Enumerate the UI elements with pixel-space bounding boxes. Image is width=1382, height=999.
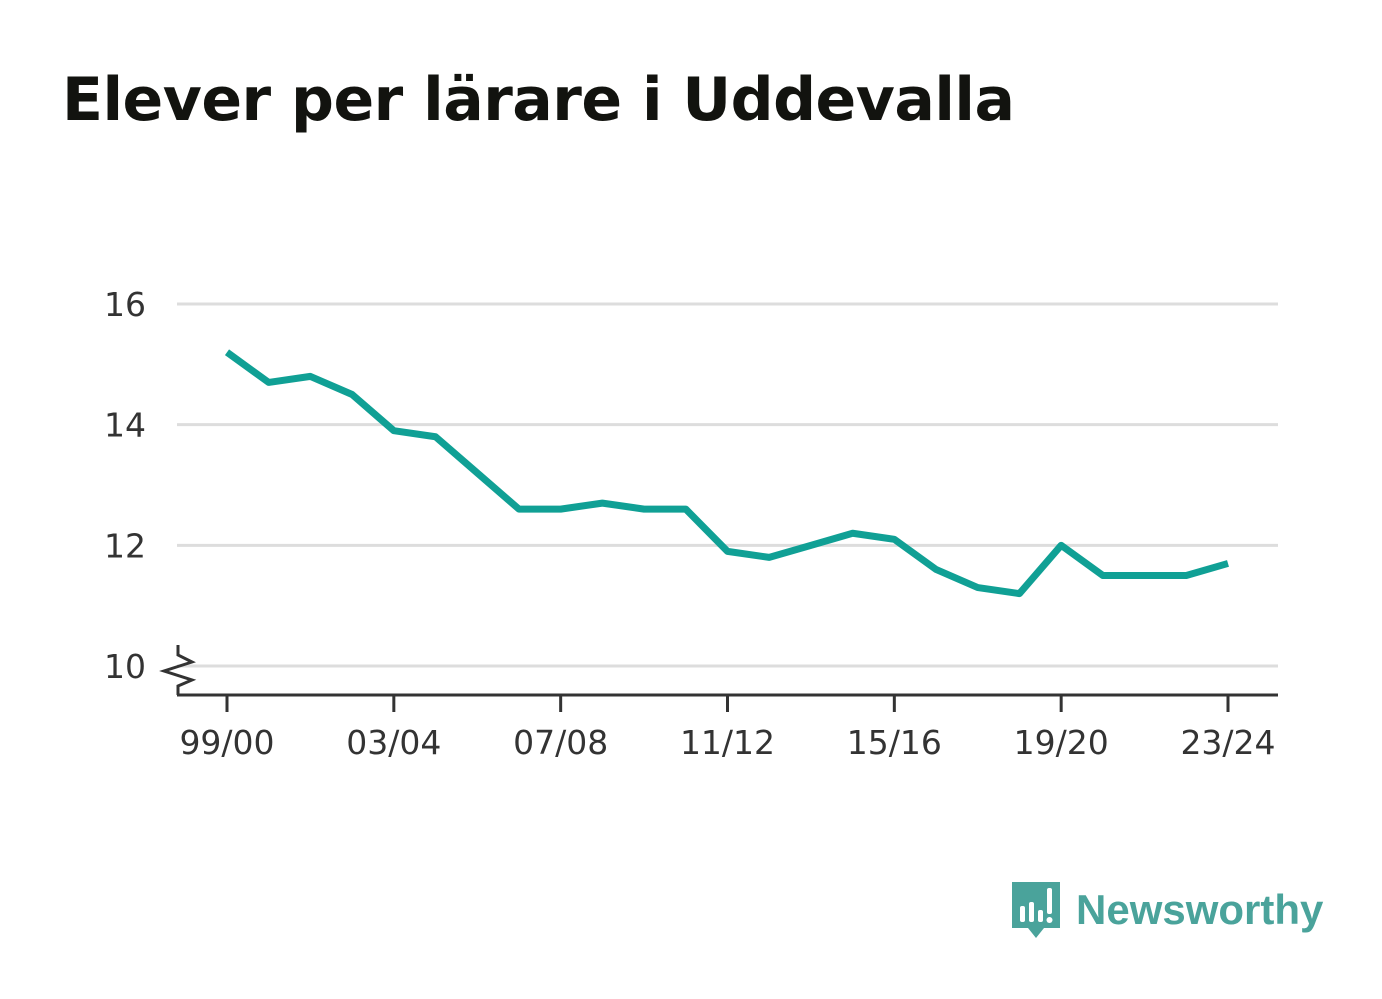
- x-axis: [159, 645, 1278, 712]
- y-axis-break: [159, 645, 197, 695]
- series-group: [224, 349, 1229, 598]
- y-tick-label: 12: [104, 526, 146, 565]
- x-tick-label: 07/08: [513, 723, 608, 762]
- x-axis-tick-labels: 99/00 03/04 07/08 11/12 15/16 19/20 23/24: [179, 723, 1275, 762]
- y-tick-label: 10: [104, 647, 146, 686]
- y-tick-label: 14: [104, 406, 146, 445]
- chart-title: Elever per lärare i Uddevalla: [62, 65, 1015, 135]
- x-tick-label: 99/00: [179, 723, 274, 762]
- newsworthy-logo[interactable]: Newsworthy: [1012, 878, 1323, 942]
- x-tick-label: 19/20: [1014, 723, 1109, 762]
- brand-name: Newsworthy: [1076, 886, 1324, 933]
- y-axis-tick-labels: 10 12 14 16: [104, 285, 146, 686]
- newsworthy-logo-icon: [1012, 882, 1060, 938]
- x-tick-label: 23/24: [1180, 723, 1275, 762]
- series-line-0: [224, 349, 1229, 598]
- x-tick-label: 15/16: [847, 723, 942, 762]
- x-tick-label: 11/12: [680, 723, 775, 762]
- x-tick-label: 03/04: [346, 723, 441, 762]
- gridlines: [177, 302, 1278, 668]
- y-tick-label: 16: [104, 285, 146, 324]
